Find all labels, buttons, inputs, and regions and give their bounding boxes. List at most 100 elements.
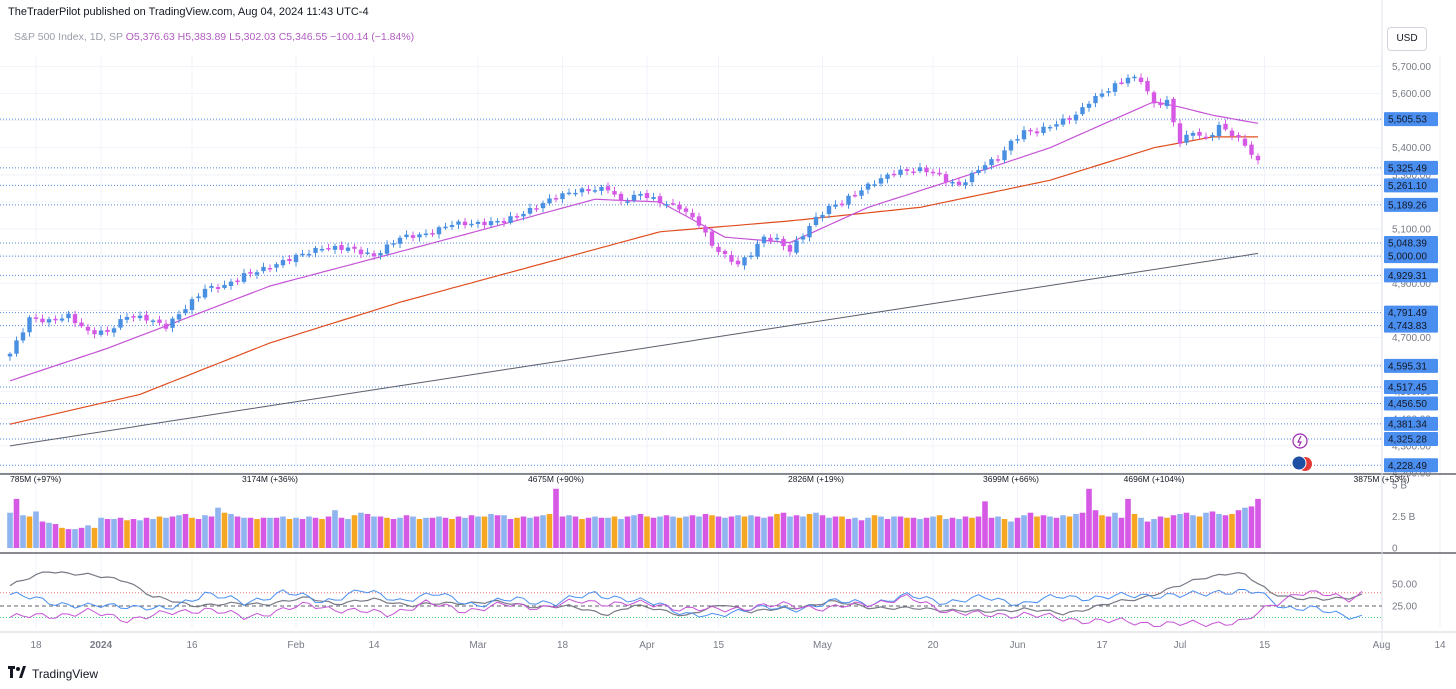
volume-bar: [605, 517, 611, 548]
volume-bar: [507, 519, 514, 548]
candle-body: [462, 221, 468, 226]
volume-bar: [33, 511, 39, 548]
candle-body: [657, 196, 663, 204]
volume-bar: [553, 488, 559, 548]
volume-bar: [358, 512, 364, 548]
volume-bar: [676, 517, 683, 548]
candle-body: [703, 226, 708, 233]
volume-bar: [1209, 511, 1216, 548]
price-tick-label: 4,900.00: [1392, 279, 1431, 290]
level-tag-bg: [1384, 358, 1438, 373]
volume-bar: [923, 517, 930, 548]
candle-body: [1145, 81, 1150, 92]
candle-body: [384, 244, 390, 254]
volume-bar: [878, 516, 884, 548]
candle-body: [300, 253, 305, 256]
candle-body: [27, 317, 32, 333]
candle-body: [92, 330, 97, 335]
rsi-axis: 50.00 25.00: [1392, 580, 1417, 613]
candle-body: [1106, 91, 1111, 93]
volume-bar: [59, 527, 65, 548]
volume-bar: [98, 517, 104, 548]
level-tags: 5,505.53 5,325.49 5,261.10 5,189.26 5,048.39…: [1384, 112, 1438, 473]
candle-body: [40, 318, 45, 323]
volume-bar: [1047, 516, 1053, 548]
level-tag-label: 4,517.45: [1388, 382, 1427, 393]
candle-body: [638, 193, 643, 196]
volume-bar: [1021, 515, 1027, 548]
candle-body: [170, 318, 175, 328]
volume-bar: [657, 516, 663, 548]
volume-bar: [1099, 515, 1105, 548]
volume-bar: [234, 516, 241, 548]
volume-bar: [202, 515, 208, 548]
volume-bar: [566, 515, 572, 548]
candle-body: [1216, 124, 1222, 137]
price-tick-label: 4,700.00: [1392, 333, 1431, 344]
candle-body: [1255, 155, 1261, 161]
volume-bar: [46, 522, 52, 548]
volume-bar: [338, 517, 345, 548]
candle-body: [66, 313, 71, 319]
candle-body: [1125, 77, 1131, 84]
level-tag-label: 5,261.10: [1388, 181, 1427, 192]
volume-bar: [1229, 513, 1235, 548]
candle-body: [560, 193, 565, 200]
date-tick-label: Jun: [1009, 640, 1025, 651]
volume-bar: [241, 517, 247, 548]
volume-bar: [871, 515, 878, 548]
date-tick-label: 14: [368, 640, 380, 651]
volume-bar: [488, 513, 494, 548]
volume-bar: [390, 519, 397, 548]
volume-bar: [741, 516, 748, 548]
candle-body: [1210, 134, 1215, 137]
candle-body: [787, 245, 793, 252]
candle-body: [508, 216, 513, 223]
candle-body: [1203, 136, 1209, 139]
candle-body: [144, 314, 149, 321]
volume-bar: [904, 517, 910, 548]
candle-body: [1067, 118, 1072, 120]
candle-body: [124, 316, 130, 320]
volume-bar: [917, 519, 923, 548]
date-tick-label: Feb: [287, 640, 305, 651]
volume-bar: [546, 513, 553, 548]
volume-bar: [111, 519, 117, 548]
level-tag-label: 5,325.49: [1388, 163, 1427, 174]
legend-change: −100.14 (−1.84%): [330, 31, 415, 43]
volume-bar: [189, 517, 195, 548]
footer-brand: TradingView: [8, 666, 98, 681]
volume-bar: [449, 519, 455, 548]
candle-body: [449, 224, 455, 228]
candle-body: [872, 184, 877, 186]
candle-body: [371, 253, 377, 257]
volume-bar: [1170, 515, 1177, 548]
volume-bar: [585, 517, 592, 548]
rsi-tick-label: 50.00: [1392, 580, 1417, 591]
candle-body: [222, 284, 227, 288]
volume-bar: [787, 516, 793, 548]
volume-bar: [819, 515, 826, 548]
volume-bar: [1118, 517, 1125, 548]
candle-body: [930, 171, 936, 174]
candle-body: [599, 186, 604, 191]
level-lines: [0, 118, 1382, 466]
candle-body: [105, 329, 110, 332]
candle-body: [397, 237, 403, 244]
volume-bar: [514, 517, 520, 548]
candle-body: [235, 280, 240, 283]
candle-body: [274, 264, 279, 268]
volume-bar: [728, 516, 735, 548]
candle-body: [1112, 83, 1118, 92]
level-tag-bg: [1384, 458, 1438, 473]
volume-bar: [1073, 513, 1079, 548]
volume-bar: [644, 516, 650, 548]
date-tick-label: 15: [713, 640, 725, 651]
candle-body: [228, 281, 234, 287]
rsi-magenta-line: [9, 590, 1363, 628]
candle-body: [729, 255, 734, 262]
volume-bar: [247, 517, 254, 548]
volume-bar: [910, 517, 917, 548]
currency-button[interactable]: USD: [1387, 27, 1427, 51]
